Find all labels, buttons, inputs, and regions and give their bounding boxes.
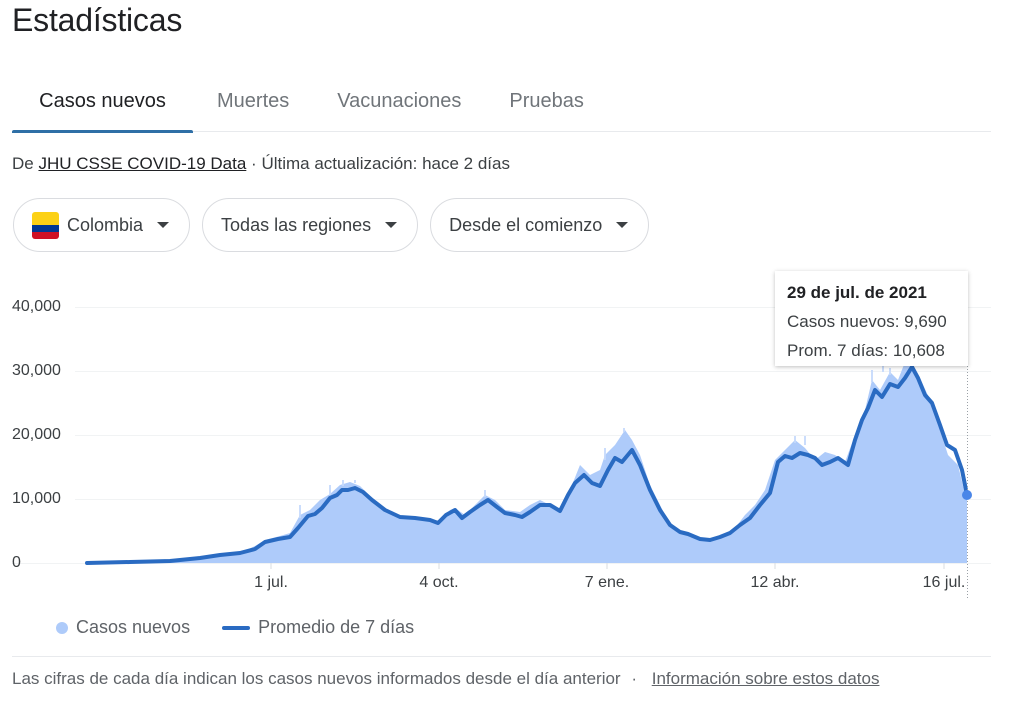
page-title: Estadísticas bbox=[12, 2, 183, 38]
x-tick-1-jul: 1 jul. bbox=[254, 574, 288, 591]
tooltip-cases: Casos nuevos: 9,690 bbox=[787, 312, 947, 331]
tooltip-average: Prom. 7 días: 10,608 bbox=[787, 341, 945, 360]
chevron-down-icon bbox=[616, 222, 629, 228]
footer-separator: · bbox=[631, 669, 637, 688]
last-updated: Última actualización: hace 2 días bbox=[261, 154, 510, 173]
stats-tabs: Casos nuevos Muertes Vacunaciones Prueba… bbox=[12, 70, 991, 133]
range-dropdown[interactable]: Desde el comienzo bbox=[430, 198, 650, 252]
y-tick-10000: 10,000 bbox=[12, 490, 61, 507]
y-tick-0: 0 bbox=[12, 554, 21, 571]
footer-text: Las cifras de cada día indican los casos… bbox=[12, 669, 621, 688]
y-tick-30000: 30,000 bbox=[12, 362, 61, 379]
region-label: Todas las regiones bbox=[221, 214, 372, 235]
colombia-flag-icon bbox=[32, 211, 59, 239]
region-dropdown[interactable]: Todas las regiones bbox=[202, 198, 419, 252]
legend-cases-label: Casos nuevos bbox=[76, 617, 191, 637]
source-prefix: De bbox=[12, 154, 34, 173]
footer-note: Las cifras de cada día indican los casos… bbox=[12, 669, 879, 689]
daily-cases-bars bbox=[87, 362, 967, 563]
chart-plot bbox=[12, 307, 991, 600]
tab-vacunaciones[interactable]: Vacunaciones bbox=[337, 89, 462, 112]
x-tick-12-abr: 12 abr. bbox=[750, 574, 800, 591]
tab-casos-nuevos[interactable]: Casos nuevos bbox=[12, 70, 193, 133]
about-data-link[interactable]: Información sobre estos datos bbox=[651, 669, 880, 688]
tooltip-date: 29 de jul. de 2021 bbox=[787, 283, 927, 302]
legend-average-label: Promedio de 7 días bbox=[258, 617, 415, 637]
hover-point bbox=[962, 490, 972, 500]
y-tick-40000: 40,000 bbox=[12, 298, 61, 315]
tab-pruebas[interactable]: Pruebas bbox=[509, 89, 584, 112]
tab-muertes[interactable]: Muertes bbox=[217, 89, 290, 112]
country-dropdown[interactable]: Colombia bbox=[13, 198, 191, 252]
y-tick-20000: 20,000 bbox=[12, 426, 61, 443]
chevron-down-icon bbox=[385, 222, 398, 228]
footer-divider bbox=[12, 656, 991, 657]
country-label: Colombia bbox=[67, 214, 144, 235]
x-tick-16-jul: 16 jul. bbox=[922, 574, 966, 591]
cases-legend-dot-icon bbox=[56, 621, 68, 634]
average-legend-line-icon bbox=[222, 625, 251, 630]
chevron-down-icon bbox=[157, 222, 170, 228]
x-tick-7-ene: 7 ene. bbox=[584, 574, 630, 591]
filter-chips: Colombia Todas las regiones Desde el com… bbox=[13, 198, 650, 252]
seven-day-average-line bbox=[85, 365, 969, 565]
chart-tooltip: 29 de jul. de 2021 Casos nuevos: 9,690 P… bbox=[775, 271, 968, 366]
source-line: De JHU CSSE COVID-19 Data · Última actua… bbox=[12, 154, 510, 174]
cases-chart[interactable]: 40,000 30,000 20,000 10,000 0 1 jul. 4 o… bbox=[0, 260, 1009, 610]
range-label: Desde el comienzo bbox=[449, 214, 603, 235]
chart-legend: Casos nuevos Promedio de 7 días bbox=[56, 617, 414, 638]
source-separator: · bbox=[251, 154, 257, 173]
x-tick-4-oct: 4 oct. bbox=[419, 574, 459, 591]
source-link[interactable]: JHU CSSE COVID-19 Data bbox=[38, 154, 247, 173]
